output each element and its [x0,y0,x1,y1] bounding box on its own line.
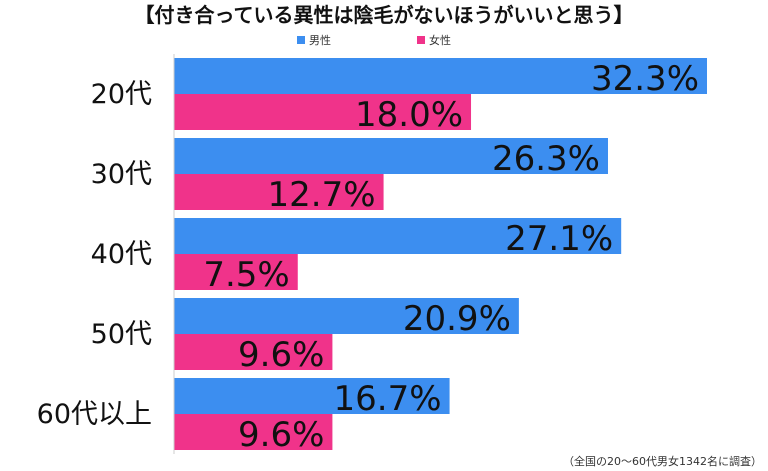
data-label-female: 18.0% [355,95,463,135]
data-label-male: 27.1% [505,219,613,259]
bar-female [174,414,333,450]
bar-male [174,138,608,174]
data-label-male: 20.9% [403,299,511,339]
category-label: 60代以上 [37,399,152,430]
data-label-male: 26.3% [492,139,600,179]
data-label-female: 7.5% [203,255,289,295]
data-label-female: 12.7% [268,175,376,215]
plot-area: 20代 32.3% 18.0% 30代 26.3% 12.7% 40代 27.1% 7.5% 50… [37,54,707,455]
data-label-female: 9.6% [238,415,324,455]
bar-female [174,174,384,210]
legend-swatch-female [417,36,425,44]
bar-female [174,334,333,370]
data-label-female: 9.6% [238,335,324,375]
category-label: 40代 [91,239,152,270]
category-label: 30代 [91,159,152,190]
data-label-male: 32.3% [591,59,699,99]
bar-male [174,298,519,334]
data-label-male: 16.7% [334,379,442,419]
bar-male [174,378,450,414]
bar-female [174,94,472,130]
legend: 男性 女性 [297,33,451,47]
bar-female [174,254,298,290]
chart-title: 【付き合っている異性は陰毛がないほうがいいと思う】 [135,3,634,27]
bar-male [174,218,622,254]
category-label: 50代 [91,319,152,350]
legend-swatch-male [297,36,305,44]
bar-male [174,58,707,94]
category-label: 20代 [91,79,152,110]
footnote: （全国の20〜60代男女1342名に調査） [563,454,762,468]
legend-label-male: 男性 [309,33,331,47]
legend-label-female: 女性 [429,33,451,47]
